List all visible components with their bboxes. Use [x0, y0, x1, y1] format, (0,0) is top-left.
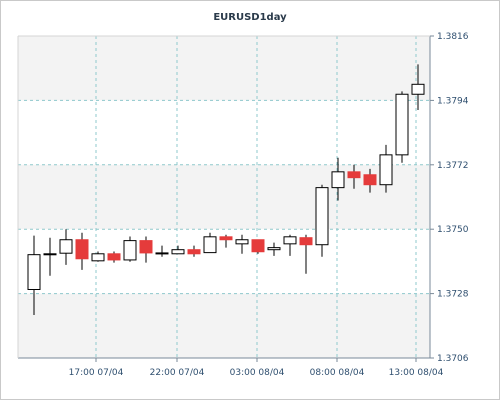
x-tick-label: 13:00 08/04 — [389, 368, 444, 378]
candle-bullish — [331, 157, 345, 201]
candle-bullish — [283, 234, 297, 256]
y-tick-label: 1.3750 — [437, 225, 469, 235]
candle-body — [331, 171, 345, 189]
x-tick-label: 03:00 08/04 — [230, 368, 285, 378]
y-tick-label: 1.3706 — [437, 354, 469, 364]
plot-band — [18, 164, 430, 230]
candle-bullish — [27, 235, 41, 315]
candle-body — [315, 187, 329, 246]
chart-title: EURUSD1day — [213, 12, 287, 23]
candle-bullish — [395, 91, 409, 163]
candle-bearish — [347, 164, 361, 189]
x-tick-label: 22:00 07/04 — [150, 368, 205, 378]
y-tick-label: 1.3772 — [437, 161, 469, 171]
candle-body — [171, 249, 185, 255]
candles — [27, 64, 425, 315]
axes — [17, 35, 434, 362]
plot-band — [18, 293, 430, 358]
candle-bullish — [171, 245, 185, 255]
plot-band — [18, 36, 430, 101]
candle-body — [91, 253, 105, 262]
candle-bearish — [363, 168, 377, 193]
candle-bearish — [219, 234, 233, 248]
candle-bearish — [107, 251, 121, 263]
x-axis-tick-labels: 17:00 07/04 22:00 07/04 03:00 08/04 08:00 0… — [69, 368, 444, 378]
candle-body — [267, 247, 281, 251]
y-tick-label: 1.3794 — [437, 96, 469, 106]
candle-bullish — [267, 242, 281, 256]
candle-bullish — [123, 236, 137, 262]
candle-body — [379, 154, 393, 186]
candle-body — [123, 240, 137, 261]
candle-body — [139, 240, 153, 254]
candle-bullish — [43, 237, 57, 276]
candle-body — [219, 236, 233, 241]
candle-body — [283, 236, 297, 245]
y-tick-label: 1.3728 — [437, 290, 469, 300]
candle-body — [59, 239, 73, 254]
candle-bullish — [59, 229, 73, 265]
x-tick-label: 17:00 07/04 — [69, 368, 124, 378]
plot-background — [18, 36, 430, 358]
candle-bullish — [155, 245, 169, 257]
y-tick-label: 1.3816 — [437, 32, 469, 42]
candle-body — [347, 171, 361, 179]
candle-bullish — [411, 64, 425, 111]
candle-bullish — [379, 144, 393, 193]
candle-bearish — [187, 245, 201, 257]
candle-body — [27, 254, 41, 291]
x-tick-label: 08:00 08/04 — [310, 368, 365, 378]
y-axis-tick-labels: 1.3816 1.3794 1.3772 1.3750 1.3728 1.3706 — [437, 32, 469, 364]
candle-body — [251, 239, 265, 253]
candle-body — [299, 237, 313, 246]
plot-band — [18, 100, 430, 165]
candle-bullish — [203, 232, 217, 254]
candle-body — [43, 253, 57, 256]
candle-bearish — [251, 239, 265, 254]
candle-body — [155, 252, 169, 255]
candle-body — [363, 174, 377, 186]
candle-body — [235, 239, 249, 245]
candle-body — [187, 249, 201, 255]
candle-bullish — [91, 251, 105, 262]
candle-bearish — [139, 236, 153, 263]
candle-bearish — [75, 232, 89, 270]
candle-body — [203, 236, 217, 254]
candle-body — [75, 239, 89, 260]
candle-body — [395, 93, 409, 156]
candle-body — [107, 253, 121, 261]
candle-bullish — [315, 184, 329, 257]
candle-bullish — [235, 234, 249, 254]
candle-body — [411, 83, 425, 95]
candle-bearish — [299, 234, 313, 274]
